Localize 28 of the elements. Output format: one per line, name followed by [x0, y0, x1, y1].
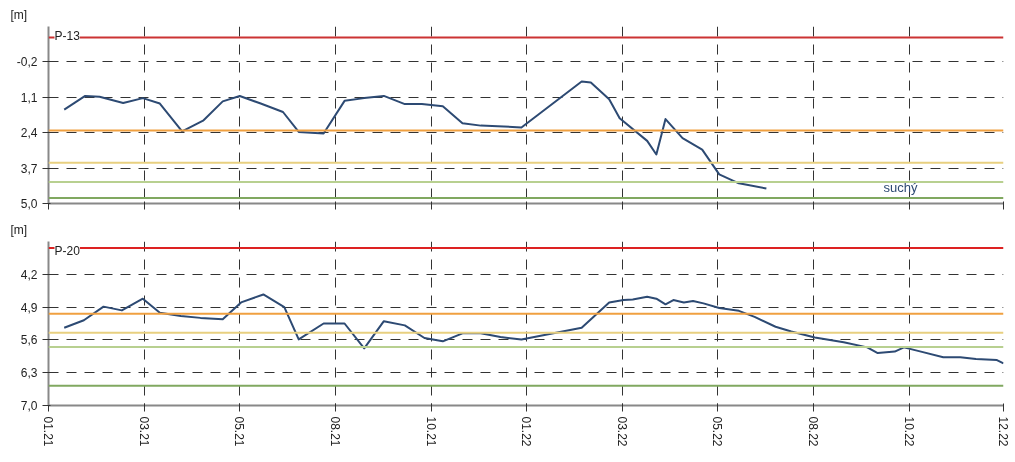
x-tick-label: 03.22: [614, 416, 629, 447]
x-tick-label: 05.21: [232, 416, 247, 447]
x-tick-label: 08.21: [327, 416, 342, 447]
x-tick-label: 12.22: [996, 416, 1010, 447]
y-tick-label: 4,9: [20, 300, 38, 315]
x-tick-label: 05.22: [710, 416, 725, 447]
x-tick-label: 01.21: [41, 416, 55, 447]
y-tick-label: 2,4: [20, 126, 38, 141]
x-tick-label: 03.21: [136, 416, 151, 447]
y-axis-title: [m]: [10, 222, 28, 237]
y-tick-label: 4,2: [20, 267, 38, 282]
y-tick-label: 7,0: [20, 399, 38, 413]
y-tick-label: 6,3: [20, 366, 38, 381]
y-tick-label: -0,2: [16, 55, 38, 70]
x-tick-label: 08.22: [806, 416, 821, 447]
x-tick-label: 01.22: [519, 416, 534, 447]
y-tick-label: 5,0: [20, 197, 38, 211]
y-tick-label: 3,7: [20, 161, 38, 176]
y-tick-label: 5,6: [20, 333, 38, 348]
chart-title: P-13: [54, 28, 81, 43]
x-tick-label: 10.22: [901, 416, 916, 447]
chart-title: P-20: [54, 243, 81, 258]
line-series: [63, 80, 768, 190]
x-tick-label: 10.21: [423, 416, 438, 447]
line-series: [63, 293, 1004, 365]
y-axis-title: [m]: [10, 7, 28, 22]
y-tick-label: 1,1: [20, 90, 38, 105]
annotation: suchý: [883, 180, 918, 195]
